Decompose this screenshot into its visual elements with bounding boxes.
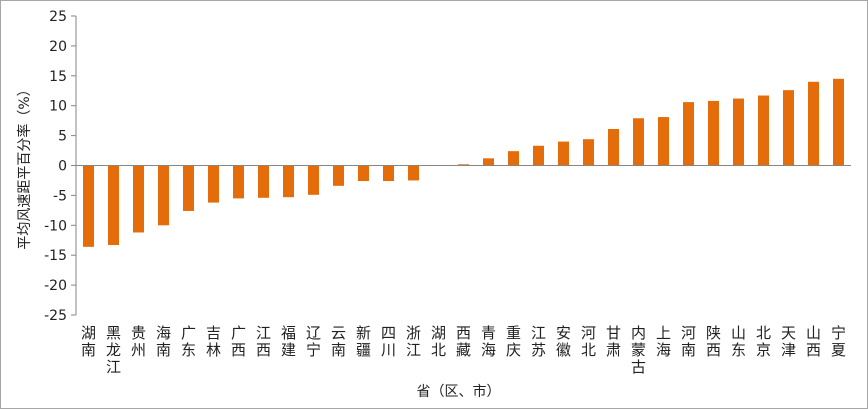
y-tick-label: -25	[44, 308, 67, 324]
category-label: 安徽	[556, 324, 571, 359]
bar	[483, 158, 494, 165]
bar	[808, 82, 819, 166]
bar	[408, 166, 419, 181]
category-label: 辽宁	[306, 324, 321, 359]
y-tick-label: -15	[44, 248, 67, 264]
y-axis-title: 平均风速距平百分率（%）	[16, 82, 33, 249]
bar	[308, 166, 319, 195]
y-tick-label: 15	[49, 69, 67, 85]
bar	[783, 90, 794, 165]
y-axis: 25 20 15 10 5 0 -5 -10 -15 -20 -25	[44, 9, 76, 324]
category-label: 湖北	[431, 324, 446, 359]
bar	[158, 166, 169, 226]
bar	[383, 166, 394, 182]
category-label: 广东	[181, 324, 196, 359]
y-tick-label: 10	[49, 99, 67, 115]
category-label: 云南	[331, 324, 346, 359]
bar	[558, 142, 569, 166]
category-label: 四川	[381, 324, 396, 359]
bar	[258, 166, 269, 198]
category-label: 新疆	[356, 324, 371, 359]
bar	[533, 146, 544, 166]
category-label: 黑龙江	[106, 324, 121, 376]
category-label: 重庆	[506, 324, 521, 359]
category-label: 江苏	[531, 324, 546, 359]
category-label: 山东	[731, 324, 746, 359]
bar	[208, 166, 219, 203]
bar	[183, 166, 194, 211]
bar	[658, 117, 669, 165]
y-tick-label: -10	[44, 218, 67, 234]
y-tick-label: 20	[49, 39, 67, 55]
bar	[708, 101, 719, 166]
category-label: 天津	[781, 324, 796, 359]
bar	[283, 166, 294, 198]
bar	[233, 166, 244, 199]
category-label: 河北	[581, 324, 596, 359]
y-tick-label: 5	[58, 129, 67, 145]
category-label: 海南	[156, 324, 171, 359]
bar	[133, 166, 144, 233]
y-tick-label: -5	[53, 188, 67, 204]
y-tick-label: 0	[58, 159, 67, 175]
category-label: 上海	[656, 324, 671, 359]
category-label: 西藏	[456, 324, 471, 359]
bar	[633, 118, 644, 165]
bar	[358, 166, 369, 182]
bar	[758, 96, 769, 166]
y-tick-label: -20	[44, 278, 67, 294]
bar	[333, 166, 344, 186]
category-label: 山西	[806, 324, 821, 359]
bar	[608, 129, 619, 165]
category-label: 贵州	[131, 324, 146, 359]
bar	[108, 166, 119, 246]
y-tick-label: 25	[49, 9, 67, 25]
category-label: 湖南	[81, 324, 96, 359]
bar	[733, 99, 744, 166]
bar	[83, 166, 94, 247]
category-label: 江西	[256, 324, 271, 359]
category-label: 福建	[281, 324, 296, 359]
x-axis-labels: 湖南黑龙江贵州海南广东吉林广西江西福建辽宁云南新疆四川浙江湖北西藏青海重庆江苏安…	[81, 324, 846, 376]
bar-series	[83, 79, 844, 247]
category-label: 广西	[231, 324, 246, 359]
category-label: 河南	[681, 324, 696, 359]
category-label: 宁夏	[831, 324, 846, 359]
category-label: 甘肃	[606, 324, 621, 359]
x-axis-title: 省（区、市）	[417, 383, 501, 400]
category-label: 内蒙古	[631, 324, 646, 376]
category-label: 青海	[481, 324, 496, 359]
category-label: 浙江	[406, 324, 421, 359]
category-label: 吉林	[206, 324, 221, 359]
category-label: 陕西	[706, 324, 721, 359]
bar	[508, 151, 519, 165]
category-label: 北京	[756, 324, 771, 359]
bar	[683, 102, 694, 165]
bar	[833, 79, 844, 166]
bar	[583, 139, 594, 165]
